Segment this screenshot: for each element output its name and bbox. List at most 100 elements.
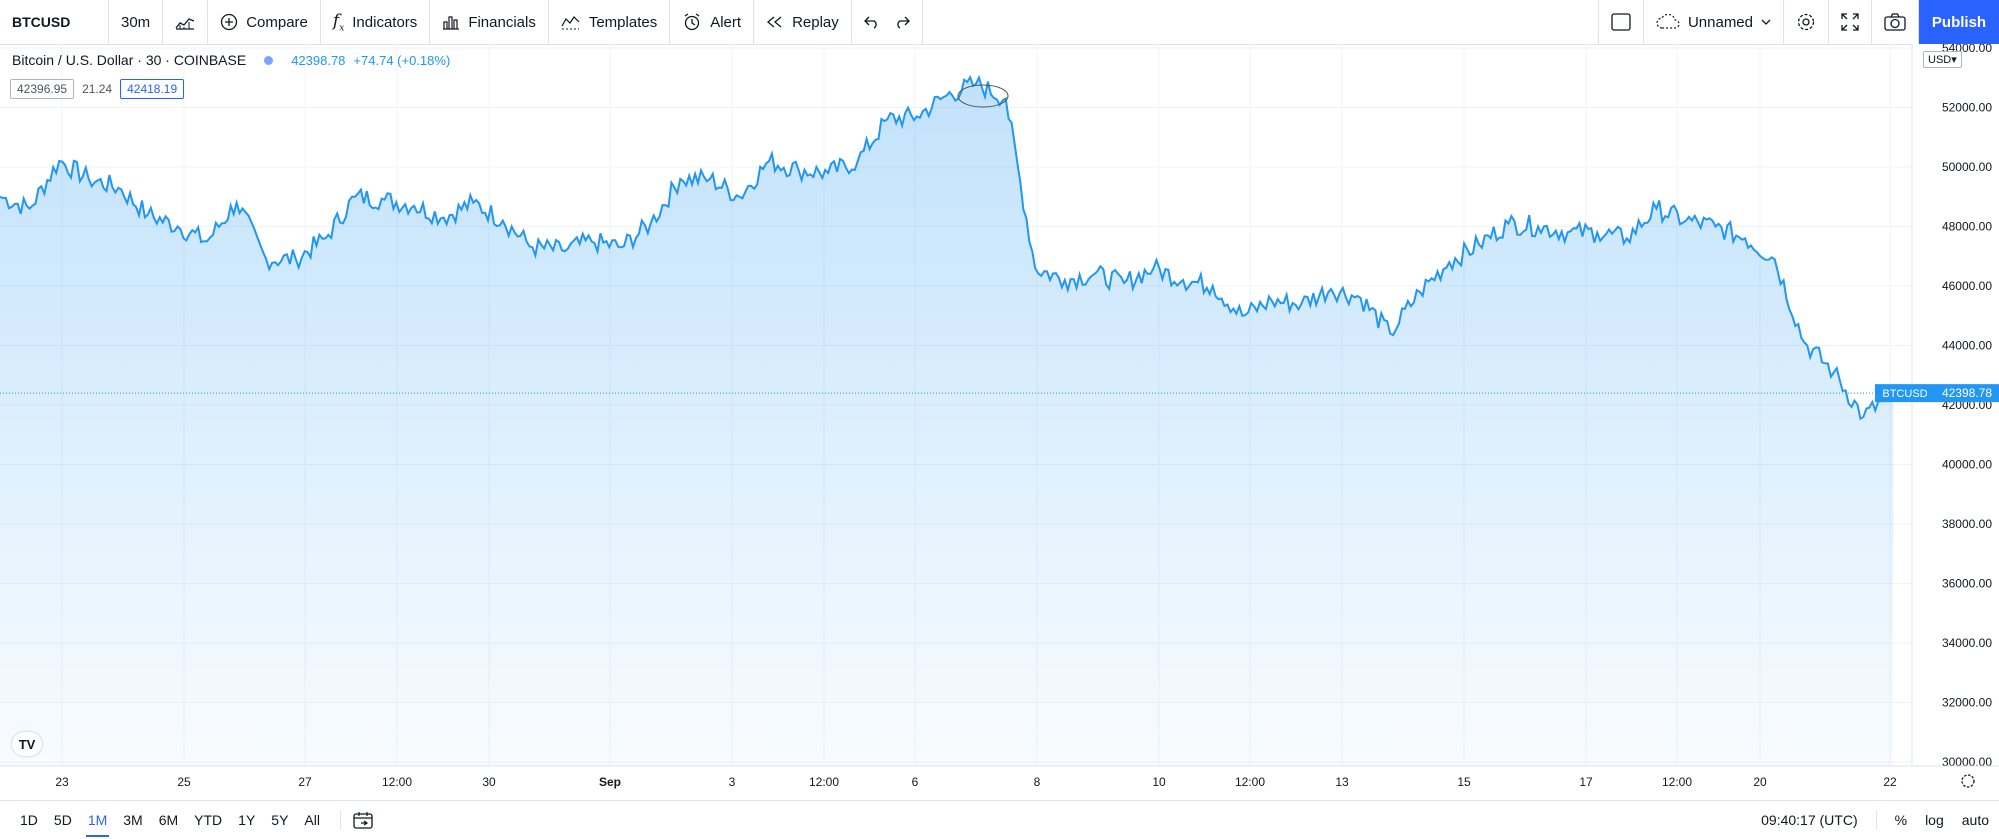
toolbar-spacer [923, 0, 1598, 44]
layout-select-button[interactable] [1597, 0, 1644, 44]
chevron-down-icon [1761, 18, 1771, 26]
percent-toggle[interactable]: % [1894, 812, 1908, 828]
market-status-icon[interactable] [264, 55, 274, 65]
range-button-1y[interactable]: 1Y [238, 812, 256, 828]
cloud-icon [1656, 14, 1680, 30]
ask-price[interactable]: 42418.19 [120, 79, 185, 99]
time-tick-label: Sep [599, 775, 621, 789]
replay-button[interactable]: Replay [754, 0, 852, 44]
price-tick-label: 46000.00 [1942, 279, 1992, 293]
time-tick-label: 17 [1579, 775, 1593, 789]
settings-button[interactable] [1784, 0, 1829, 44]
plus-circle-icon [220, 13, 238, 31]
layout-name-label: Unnamed [1687, 13, 1753, 31]
area-chart-icon [175, 14, 195, 30]
symbol-title[interactable]: Bitcoin / U.S. Dollar · 30 · COINBASE [12, 52, 247, 68]
log-toggle[interactable]: log [1925, 812, 1944, 828]
price-tick-label: 48000.00 [1942, 220, 1992, 234]
fullscreen-icon [1841, 13, 1859, 31]
time-tick-label: 12:00 [809, 775, 839, 789]
alert-button[interactable]: Alert [670, 0, 755, 44]
indicators-button[interactable]: fx Indicators [321, 0, 431, 44]
bid-price[interactable]: 42396.95 [10, 79, 75, 99]
time-tick-label: 6 [912, 775, 919, 789]
range-button-all[interactable]: All [304, 812, 320, 828]
compare-button[interactable]: Compare [208, 0, 321, 44]
clock-label[interactable]: 09:40:17 (UTC) [1761, 812, 1858, 828]
price-tick-label: 52000.00 [1942, 101, 1992, 115]
range-button-3m[interactable]: 3M [123, 812, 143, 828]
auto-toggle[interactable]: auto [1961, 812, 1989, 828]
goto-date-icon[interactable] [353, 811, 373, 829]
price-line[interactable] [0, 74, 1894, 421]
time-tick-label: 22 [1883, 775, 1897, 789]
price-tick-label: 54000.00 [1942, 44, 1992, 55]
time-tick-label: 25 [177, 775, 191, 789]
top-toolbar: BTCUSD 30m Compare fx Indicators Financi… [0, 0, 1999, 45]
templates-icon [561, 14, 581, 30]
ellipse-drawing[interactable] [957, 84, 1009, 108]
axis-settings-icon[interactable] [1961, 774, 1975, 788]
camera-icon [1884, 13, 1906, 31]
indicators-label: Indicators [352, 13, 418, 31]
price-tick-label: 50000.00 [1942, 160, 1992, 174]
range-button-ytd[interactable]: YTD [194, 812, 223, 828]
price-axis[interactable] [1912, 44, 1999, 766]
last-price-tag: 42398.78 [1942, 386, 1992, 400]
range-button-6m[interactable]: 6M [158, 812, 179, 828]
range-button-5d[interactable]: 5D [53, 812, 72, 828]
chart-style-button[interactable] [163, 0, 209, 44]
publish-button[interactable]: Publish [1919, 0, 1999, 44]
time-tick-label: 27 [298, 775, 312, 789]
replay-label: Replay [792, 13, 839, 31]
interval-label: 30m [121, 13, 151, 31]
undo-redo-group [852, 0, 923, 44]
save-layout-button[interactable]: Unnamed [1644, 0, 1784, 44]
time-tick-label: 23 [55, 775, 69, 789]
bottom-right-controls: 09:40:17 (UTC) % log auto [1761, 801, 1999, 839]
legend-price: 42398.78 [291, 52, 346, 68]
redo-icon[interactable] [894, 15, 910, 29]
price-tick-label: 32000.00 [1942, 696, 1992, 710]
financials-button[interactable]: Financials [430, 0, 549, 44]
alert-label: Alert [710, 13, 742, 31]
fullscreen-button[interactable] [1829, 0, 1872, 44]
snapshot-button[interactable] [1872, 0, 1919, 44]
time-tick-label: 8 [1034, 775, 1041, 789]
time-tick-label: 13 [1335, 775, 1349, 789]
tradingview-logo[interactable]: TV [12, 732, 42, 756]
bar-chart-icon [442, 14, 460, 30]
templates-label: Templates [588, 13, 658, 31]
divider [339, 810, 341, 830]
currency-label: USD [1928, 54, 1952, 66]
templates-button[interactable]: Templates [549, 0, 671, 44]
currency-select[interactable]: USD▾ [1923, 51, 1962, 68]
symbol-label: BTCUSD [12, 14, 71, 30]
time-tick-label: 12:00 [1235, 775, 1265, 789]
time-tick-label: 12:00 [1662, 775, 1692, 789]
price-tick-label: 36000.00 [1942, 577, 1992, 591]
interval-button[interactable]: 30m [109, 0, 164, 44]
symbol-search-button[interactable]: BTCUSD [0, 0, 109, 44]
undo-icon[interactable] [863, 15, 880, 29]
divider [1875, 810, 1877, 830]
compare-label: Compare [246, 13, 308, 31]
financials-label: Financials [468, 13, 536, 31]
range-button-5y[interactable]: 5Y [271, 812, 289, 828]
square-icon [1611, 13, 1631, 31]
time-tick-label: 15 [1457, 775, 1471, 789]
time-tick-label: 30 [482, 775, 496, 789]
symbol-tag: BTCUSD [1882, 388, 1927, 400]
range-button-1d[interactable]: 1D [20, 812, 38, 828]
publish-label: Publish [1931, 13, 1987, 31]
function-icon: fx [332, 10, 345, 34]
price-tick-label: 30000.00 [1942, 755, 1992, 769]
price-tick-label: 40000.00 [1942, 458, 1992, 472]
price-tick-label: 44000.00 [1942, 339, 1992, 353]
time-tick-label: 3 [729, 775, 736, 789]
bottom-toolbar: 1D 5D 1M 3M 6M YTD 1Y 5Y All 09:40:17 (UTC) % lo… [0, 800, 1999, 839]
symbol-tag-bg [1875, 384, 1935, 403]
range-button-1m[interactable]: 1M [80, 812, 115, 837]
price-chart[interactable]: 30000.00 32000.00 34000.00 36000.00 38000.00… [0, 44, 1999, 800]
alarm-clock-icon [682, 13, 702, 31]
